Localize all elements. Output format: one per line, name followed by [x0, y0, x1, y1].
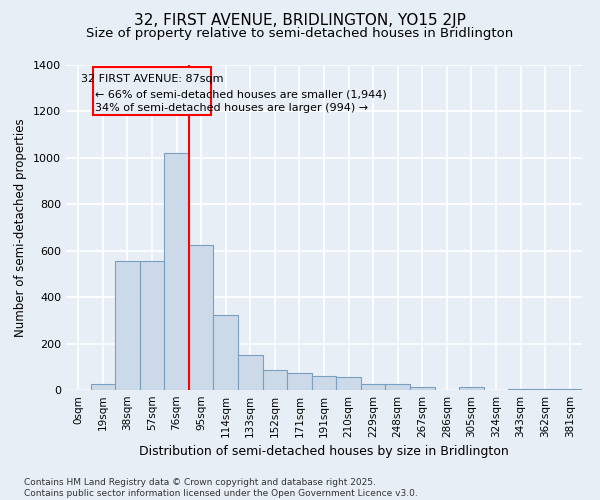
- Bar: [459, 386, 484, 390]
- Bar: [361, 384, 385, 390]
- Bar: [336, 377, 361, 390]
- Y-axis label: Number of semi-detached properties: Number of semi-detached properties: [14, 118, 28, 337]
- Bar: [263, 370, 287, 390]
- Bar: [557, 389, 582, 390]
- FancyBboxPatch shape: [93, 68, 211, 115]
- Bar: [164, 153, 189, 390]
- Text: Contains HM Land Registry data © Crown copyright and database right 2025.
Contai: Contains HM Land Registry data © Crown c…: [24, 478, 418, 498]
- Text: ← 66% of semi-detached houses are smaller (1,944): ← 66% of semi-detached houses are smalle…: [95, 90, 387, 100]
- Text: 32, FIRST AVENUE, BRIDLINGTON, YO15 2JP: 32, FIRST AVENUE, BRIDLINGTON, YO15 2JP: [134, 12, 466, 28]
- Bar: [189, 245, 214, 390]
- Text: Size of property relative to semi-detached houses in Bridlington: Size of property relative to semi-detach…: [86, 28, 514, 40]
- Bar: [533, 389, 557, 390]
- Bar: [238, 355, 263, 390]
- Text: 34% of semi-detached houses are larger (994) →: 34% of semi-detached houses are larger (…: [95, 104, 368, 114]
- Bar: [287, 372, 312, 390]
- X-axis label: Distribution of semi-detached houses by size in Bridlington: Distribution of semi-detached houses by …: [139, 446, 509, 458]
- Text: 32 FIRST AVENUE: 87sqm: 32 FIRST AVENUE: 87sqm: [81, 74, 223, 85]
- Bar: [214, 314, 238, 390]
- Bar: [508, 389, 533, 390]
- Bar: [115, 261, 140, 390]
- Bar: [410, 386, 434, 390]
- Bar: [312, 376, 336, 390]
- Bar: [385, 384, 410, 390]
- Bar: [140, 261, 164, 390]
- Bar: [91, 384, 115, 390]
